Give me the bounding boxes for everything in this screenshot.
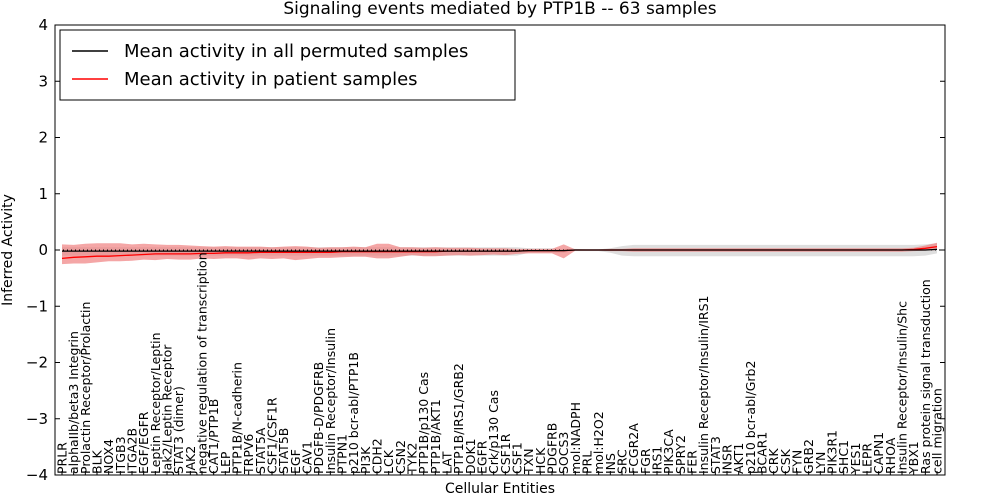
x-tick-label: PTP1B/p130 Cas [416, 372, 431, 474]
x-tick-label: PI3K [358, 446, 373, 474]
x-tick-label: DOK1 [463, 438, 478, 474]
series-line-0 [62, 248, 938, 252]
x-tick-label: Crk/p130 Cas [486, 390, 501, 474]
x-tick-label: SOCS3 [556, 432, 571, 474]
x-tick-label: STAT5B [276, 428, 291, 474]
x-tick-label: FGR [638, 448, 653, 474]
x-tick-label: INS [603, 453, 618, 474]
band-1 [62, 242, 937, 265]
x-tick-label: Insulin Receptor/Insulin [323, 328, 338, 474]
x-tick-label: YES1 [848, 443, 863, 475]
x-tick-label: alphaIIb/beta3 Integrin [66, 331, 81, 474]
x-tick-label: Prolactin Receptor/Prolactin [78, 302, 93, 474]
y-tick-label: 4 [38, 16, 48, 34]
x-tick-label: CSN2 [393, 440, 408, 474]
x-tick-label: FYN [790, 450, 805, 474]
legend-label-permuted: Mean activity in all permuted samples [124, 41, 468, 62]
x-tick-label: NOX4 [101, 439, 116, 474]
x-tick-label: CSK [778, 448, 793, 474]
series-lines [61, 245, 938, 260]
x-tick-label: CAT1/PTP1B [206, 399, 221, 474]
x-tick-label: PIK3R1 [825, 430, 840, 474]
x-tick-label: CSF1R [498, 433, 513, 474]
x-tick-label: p210 bcr-abl/PTP1B [346, 352, 361, 474]
x-tick-label: RHOA [883, 437, 898, 474]
x-tick-label: TXN [521, 448, 536, 475]
x-tick-label: Ras protein signal transduction [918, 279, 933, 474]
x-tick-label: PDGFB-D/PDGFRB [311, 362, 326, 474]
x-tick-label: LEP [218, 451, 233, 474]
x-tick-label: CRK [766, 448, 781, 474]
x-tick-label: PIK3CA [661, 429, 676, 474]
x-axis-label: Cellular Entities [445, 481, 555, 497]
y-tick-label: 2 [38, 129, 48, 147]
x-tick-label: EGF/EGFR [136, 411, 151, 474]
legend: Mean activity in all permuted samples Me… [59, 29, 516, 101]
y-axis-label: Inferred Activity [0, 194, 16, 306]
y-tick-label: 3 [38, 72, 48, 90]
legend-label-patient: Mean activity in patient samples [124, 69, 418, 90]
x-tick-label: STAT5A [253, 427, 268, 474]
x-tick-label: Insulin Receptor/Insulin/IRS1 [696, 296, 711, 474]
x-tick-label: INSR [720, 444, 735, 474]
y-tick-label: −2 [26, 354, 48, 372]
x-tick-label: STAT3 [708, 436, 723, 474]
x-tick-label: EGFR [475, 440, 490, 474]
x-tick-label: CAPN1 [871, 432, 886, 474]
x-tick-label: PRL [580, 451, 595, 474]
x-tick-label: STAT3 (dimer) [171, 386, 186, 474]
y-tick-label: −3 [26, 410, 48, 428]
chart-title: Signaling events mediated by PTP1B -- 63… [283, 0, 716, 19]
x-tick-label: EGF [288, 449, 303, 474]
x-tick-label: LCK [381, 449, 396, 474]
x-tick-label: IRS1 [650, 446, 665, 474]
y-tick-label: −1 [26, 297, 48, 315]
x-tick-label: mol:NADPH [568, 402, 583, 474]
x-tick-label: negative regulation of transcription [195, 252, 210, 474]
y-tick-label: 1 [38, 185, 48, 203]
x-tick-label: mol:H2O2 [591, 411, 606, 474]
x-tick-label: PDGFRB [545, 423, 560, 474]
x-tick-label: LAT [440, 451, 455, 474]
x-tick-label: BCAR1 [755, 432, 770, 474]
x-tick-label: SHC1 [836, 440, 851, 474]
x-tick-label: TRPV6 [241, 434, 256, 475]
x-tick-label: FER [685, 450, 700, 474]
x-tick-label: Insulin Receptor/Insulin/Shc [895, 301, 910, 474]
x-tick-label: AKT1 [731, 443, 746, 474]
x-tick-label: BLK [90, 449, 105, 474]
x-tick-label: Leptin Receptor/Leptin [148, 332, 163, 474]
x-tick-label: CSF1/CSF1R [265, 397, 280, 474]
x-tick-label: PRLR [55, 442, 70, 474]
x-tick-label: JAK2 [183, 446, 198, 475]
x-tick-label: PTPN1 [335, 434, 350, 474]
x-tick-label: LEPR [860, 443, 875, 474]
x-tick-label: PTP1B/IRS1/GRB2 [451, 363, 466, 474]
x-tick-label: FCGR2A [626, 423, 641, 474]
x-tick-label: Jak2/Leptin Receptor [160, 344, 175, 475]
y-axis: −4 −3 −2 −1 0 1 2 3 4 [26, 16, 945, 484]
x-tick-label: SRC [615, 449, 630, 474]
y-tick-label: −4 [26, 466, 48, 484]
x-tick-label: TYK2 [405, 443, 420, 475]
x-tick-label: CSF1 [510, 442, 525, 474]
x-tick-label: CAV1 [300, 441, 315, 474]
legend-box [59, 29, 516, 101]
x-tick-label: PTP1B/AKT1 [428, 399, 443, 474]
x-tick-label: ITGA2B [125, 428, 140, 474]
x-tick-label: cell migration [930, 388, 945, 474]
x-tick-label: LYN [813, 452, 828, 474]
x-tick-label: ITGB3 [113, 436, 128, 474]
x-tick-label: YBX1 [906, 441, 921, 475]
y-tick-label: 0 [38, 241, 48, 259]
x-tick-label: SPRY2 [673, 435, 688, 474]
x-tick-label: p210 bcr-abl/Grb2 [743, 361, 758, 474]
x-tick-label: PTP1B/N-cadherin [230, 362, 245, 474]
x-tick-label: GRB2 [801, 439, 816, 474]
x-tick-label: CDH2 [370, 438, 385, 474]
x-tick-label: HCK [533, 447, 548, 474]
